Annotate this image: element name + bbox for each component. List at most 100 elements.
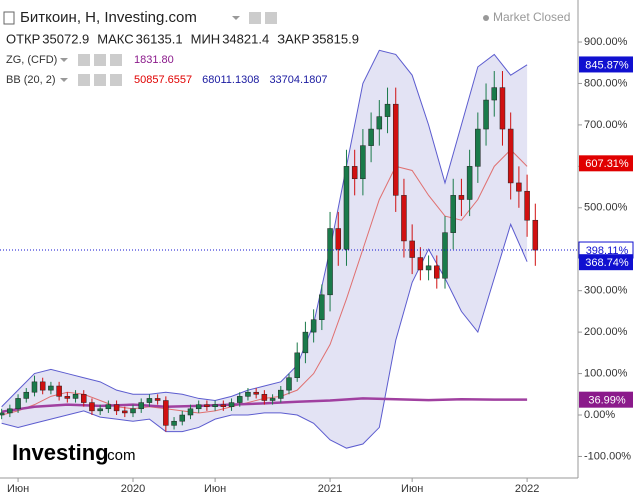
badge xyxy=(579,155,633,172)
indicator-name: ZG, (CFD) xyxy=(6,54,57,66)
candle-body xyxy=(56,385,62,397)
band-upper xyxy=(1,49,528,408)
candle-body xyxy=(319,294,325,320)
indicator-btn[interactable] xyxy=(94,54,106,66)
candle-body xyxy=(532,219,539,251)
badge xyxy=(579,254,633,271)
indicator-btn[interactable] xyxy=(78,54,90,66)
candle-body xyxy=(376,116,383,130)
candle-body xyxy=(310,319,317,333)
candle-body xyxy=(417,257,424,271)
ohlc-value: 35815.9 xyxy=(312,31,359,46)
logo: Investing xyxy=(12,440,109,465)
candle-body xyxy=(171,420,177,426)
candle-body xyxy=(80,394,87,403)
title: Биткоин, H, Investing.com xyxy=(20,9,197,26)
candle-body xyxy=(113,404,120,412)
candle-body xyxy=(434,265,440,279)
candle-body xyxy=(31,381,38,393)
candle-body xyxy=(7,408,13,414)
x-tick-label: Июн xyxy=(7,483,29,495)
candle-body xyxy=(360,145,366,180)
logo-suffix: .com xyxy=(103,447,136,464)
candle-body xyxy=(466,166,473,200)
candle-body xyxy=(294,352,300,378)
badge-label: 36.99% xyxy=(588,395,626,407)
x-tick-label: 2020 xyxy=(121,483,145,495)
candle-body xyxy=(343,166,350,250)
ohlc-label: ЗАКР xyxy=(277,31,310,46)
indicator-value: 68011.1308 xyxy=(202,74,259,86)
ohlc-label: МАКС xyxy=(97,31,133,46)
candle-body xyxy=(384,103,391,117)
dropdown[interactable] xyxy=(232,16,240,20)
candle-body xyxy=(491,87,498,101)
candle-body xyxy=(286,377,292,391)
candle-body xyxy=(261,394,268,401)
candle-body xyxy=(72,394,79,399)
candle-body xyxy=(122,410,128,414)
candle-body xyxy=(138,402,144,410)
ohlc-value: 35072.9 xyxy=(42,31,89,46)
candle-body xyxy=(327,228,333,296)
candle-body xyxy=(507,128,514,184)
x-tick-label: 2021 xyxy=(318,483,342,495)
badge xyxy=(579,391,633,408)
badge-label: 368.74% xyxy=(585,257,629,269)
indicator-name: BB (20, 2) xyxy=(6,74,56,86)
candle-body xyxy=(401,195,407,242)
candle-body xyxy=(409,240,415,258)
y-tick-label: 300.00% xyxy=(584,285,628,297)
dropdown[interactable] xyxy=(60,78,68,82)
indicator-value: 33704.1807 xyxy=(269,74,327,86)
candle-body xyxy=(351,166,358,180)
candle-body xyxy=(39,381,46,391)
dropdown[interactable] xyxy=(60,58,68,62)
x-tick-label: Июн xyxy=(401,483,423,495)
y-tick-label: 100.00% xyxy=(584,367,628,379)
indicator-btn[interactable] xyxy=(94,74,106,86)
candle-body xyxy=(302,331,309,354)
candle-body xyxy=(368,128,374,146)
y-tick-label: -100.00% xyxy=(584,450,631,462)
badge-label: 607.31% xyxy=(585,158,629,170)
candle-body xyxy=(442,232,448,279)
candle-body xyxy=(483,99,489,130)
settings-btn[interactable] xyxy=(265,12,277,24)
candle-body xyxy=(48,385,54,391)
candle-body xyxy=(97,408,103,412)
candle-body xyxy=(204,404,210,407)
badge-label: 398.11% xyxy=(586,245,629,257)
indicator-btn[interactable] xyxy=(110,54,122,66)
ohlc-label: МИН xyxy=(191,31,221,46)
candle-body xyxy=(516,182,522,192)
badge xyxy=(579,56,633,73)
indicator-btn[interactable] xyxy=(78,74,90,86)
candle-body xyxy=(105,404,112,410)
settings-btn[interactable] xyxy=(249,12,261,24)
candle-body xyxy=(146,398,153,403)
candle-body xyxy=(212,404,218,407)
candle-body xyxy=(0,412,5,416)
candle-body xyxy=(245,391,251,397)
candle-body xyxy=(335,228,342,250)
candle-body xyxy=(179,414,186,422)
ohlc-value: 36135.1 xyxy=(136,31,183,46)
candle-body xyxy=(253,391,259,395)
candle-body xyxy=(195,404,202,410)
candle-body xyxy=(524,190,530,221)
candle-body xyxy=(236,396,243,403)
candle-body xyxy=(64,396,71,399)
candle-body xyxy=(499,87,506,130)
candle-body xyxy=(154,398,161,401)
candle-body xyxy=(475,128,481,167)
ohlc-label: ОТКР xyxy=(6,31,40,46)
indicator-btn[interactable] xyxy=(110,74,122,86)
candle-body xyxy=(458,195,465,200)
candle-body xyxy=(23,391,30,399)
band-fill xyxy=(1,50,528,449)
y-tick-label: 700.00% xyxy=(584,119,628,131)
candle-body xyxy=(89,402,95,412)
